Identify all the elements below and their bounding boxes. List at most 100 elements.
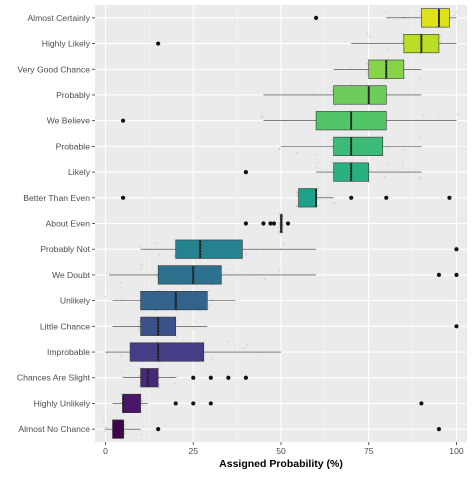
jitter-point	[138, 367, 141, 370]
box-group	[112, 291, 236, 311]
jitter-point	[244, 252, 247, 255]
jitter-point	[138, 323, 140, 326]
jitter-point	[331, 138, 333, 141]
jitter-point	[316, 162, 319, 165]
jitter-point	[365, 73, 368, 76]
jitter-point	[104, 295, 107, 298]
jitter-point	[139, 245, 142, 248]
box	[175, 239, 243, 259]
jitter-point	[120, 281, 123, 284]
box-group	[156, 34, 457, 54]
y-tick-label: Improbable	[47, 347, 90, 357]
y-tick-label: Probably Not	[40, 244, 90, 254]
y-tick-label: Probable	[56, 141, 91, 151]
x-tick-label: 50	[276, 446, 286, 456]
jitter-point	[366, 32, 369, 35]
box-group	[120, 111, 457, 131]
y-tick-labels: Almost Certainly Highly Likely Very Good C…	[17, 13, 95, 434]
jitter-point	[120, 355, 122, 358]
jitter-point	[332, 202, 335, 205]
jitter-point	[278, 229, 280, 232]
box	[421, 8, 450, 28]
jitter-point	[456, 113, 459, 116]
jitter-point	[138, 374, 140, 377]
jitter-point	[331, 147, 333, 150]
jitter-point	[140, 267, 142, 270]
jitter-point	[278, 147, 281, 150]
box-group	[243, 162, 422, 182]
x-tick-label: 0	[103, 446, 108, 456]
x-axis-title: Assigned Probability (%)	[219, 458, 343, 470]
boxes	[105, 8, 459, 439]
jitter-point	[314, 206, 317, 209]
outlier-point	[285, 221, 291, 226]
jitter-point	[158, 384, 160, 387]
jitter-point	[103, 430, 106, 433]
box	[157, 265, 222, 285]
jitter-point	[419, 176, 421, 179]
outlier-point	[156, 427, 161, 432]
jitter-point	[175, 375, 178, 378]
jitter-point	[209, 303, 212, 306]
jitter-point	[317, 186, 320, 189]
jitter-point	[140, 264, 143, 266]
jitter-point	[296, 204, 299, 207]
jitter-point	[260, 276, 263, 279]
jitter-point	[176, 309, 178, 312]
jitter-point	[349, 66, 352, 69]
jitter-point	[401, 32, 403, 35]
jitter-point	[159, 383, 161, 386]
jitter-point	[173, 382, 176, 385]
x-tick-label: 100	[449, 446, 464, 456]
jitter-point	[156, 275, 159, 278]
jitter-point	[278, 217, 281, 220]
y-tick-label: Little Chance	[40, 321, 90, 331]
jitter-point	[210, 358, 213, 361]
jitter-point	[420, 52, 423, 55]
jitter-point	[243, 347, 245, 349]
jitter-point	[331, 161, 333, 164]
jitter-point	[246, 343, 248, 346]
jitter-point	[315, 166, 317, 169]
outlier-point	[313, 15, 319, 20]
box-group	[112, 316, 459, 336]
jitter-point	[138, 329, 140, 332]
jitter-point	[439, 35, 442, 38]
outlier-point	[191, 375, 196, 380]
box-group	[123, 368, 249, 388]
y-tick-label: Unlikely	[60, 296, 91, 306]
jitter-point	[366, 63, 369, 65]
jitter-point	[245, 279, 248, 281]
jitter-point	[334, 202, 336, 205]
box	[333, 136, 384, 156]
outlier-point	[208, 375, 213, 380]
x-tick-label: 25	[188, 446, 198, 456]
outlier-point	[173, 401, 178, 406]
jitter-point	[104, 427, 107, 430]
box-group	[120, 188, 452, 208]
jitter-point	[158, 254, 161, 256]
jitter-point	[105, 272, 108, 274]
jitter-point	[455, 11, 458, 14]
jitter-point	[350, 160, 353, 163]
jitter-point	[418, 178, 421, 180]
outlier-point	[454, 324, 459, 329]
jitter-point	[175, 335, 178, 338]
jitter-point	[159, 366, 161, 369]
jitter-point	[278, 269, 281, 272]
y-tick-label: Likely	[68, 167, 91, 177]
jitter-point	[140, 433, 143, 436]
jitter-point	[121, 370, 124, 373]
jitter-point	[383, 175, 386, 178]
box-group	[140, 239, 459, 259]
outlier-point	[226, 375, 231, 380]
jitter-point	[278, 221, 281, 224]
jitter-point	[155, 242, 158, 245]
jitter-point	[138, 384, 140, 387]
outlier-point	[268, 221, 273, 226]
jitter-point	[124, 423, 127, 426]
jitter-point	[334, 104, 336, 107]
outlier-point	[271, 221, 277, 226]
outlier-point	[419, 401, 424, 406]
